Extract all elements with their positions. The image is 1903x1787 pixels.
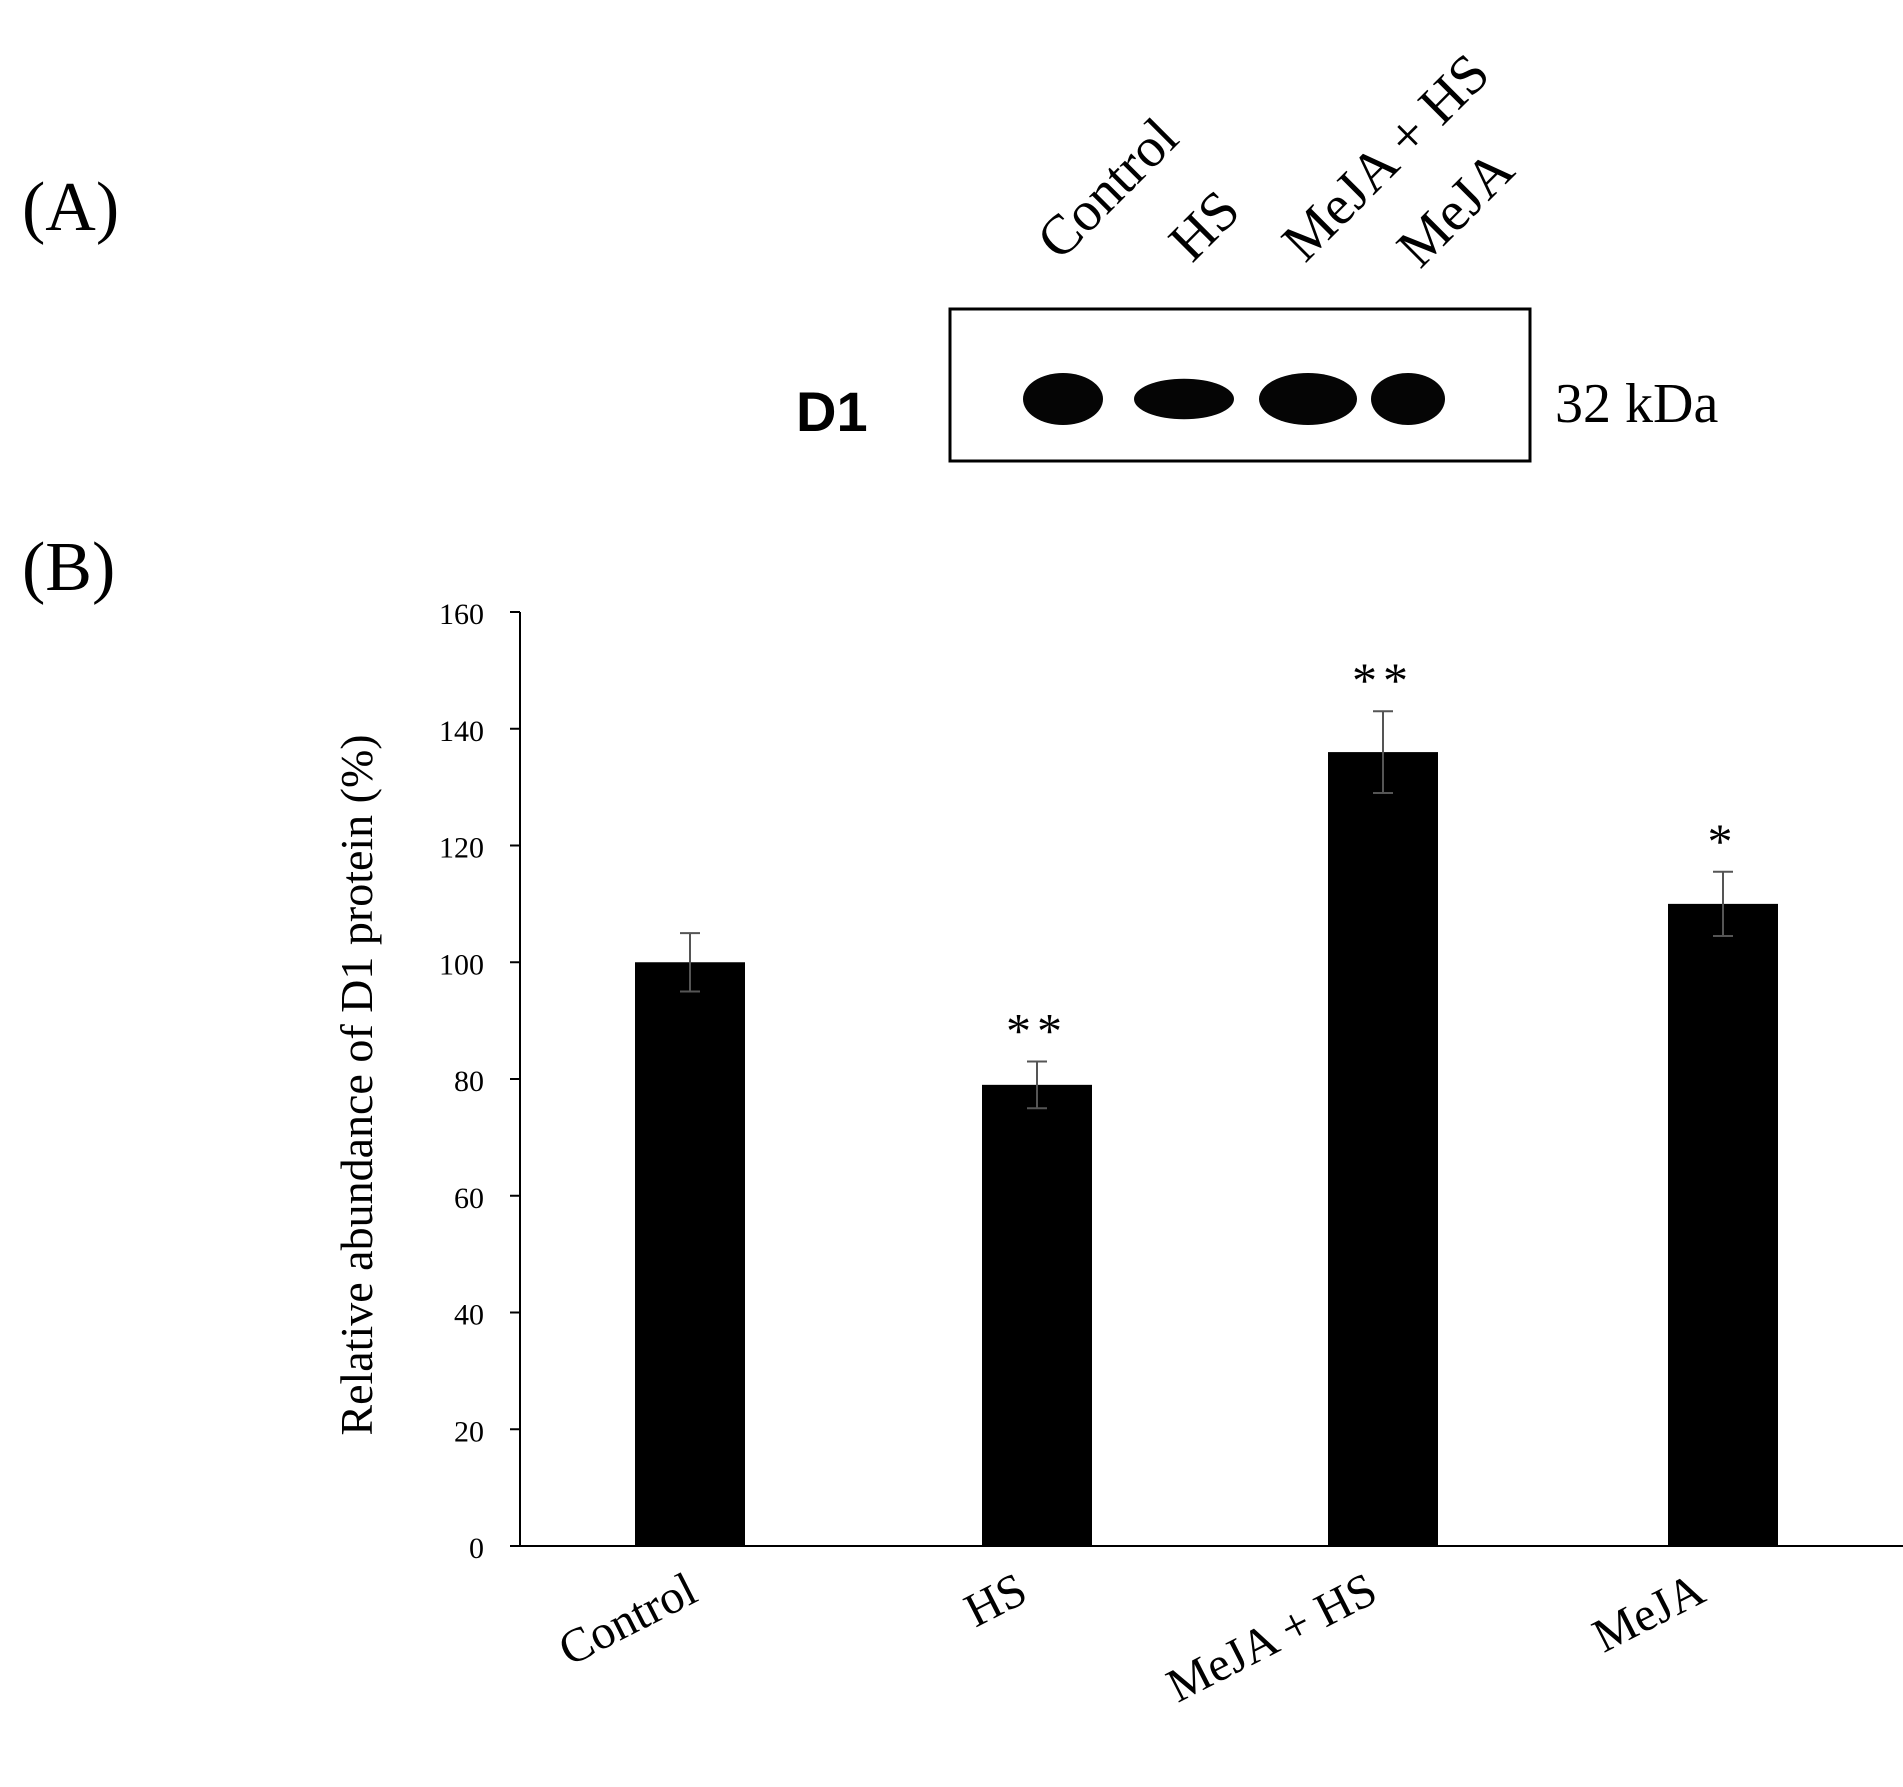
bar bbox=[1668, 903, 1778, 1546]
error-bar bbox=[1713, 870, 1733, 937]
y-tick-label: 80 bbox=[454, 1065, 484, 1098]
y-tick-label: 140 bbox=[439, 715, 484, 748]
panel-a-label: (A) bbox=[22, 169, 119, 246]
bar bbox=[982, 1084, 1092, 1546]
y-tick-label: 0 bbox=[469, 1532, 484, 1565]
x-tick-label: MeJA bbox=[1584, 1562, 1713, 1663]
error-bar bbox=[1373, 710, 1393, 794]
x-tick-label: Control bbox=[550, 1563, 705, 1677]
molecular-weight-label: 32 kDa bbox=[1555, 373, 1718, 435]
y-axis-label: Relative abundance of D1 protein (%) bbox=[331, 734, 382, 1435]
western-blot bbox=[948, 307, 1532, 463]
significance-mark: ** bbox=[1352, 652, 1414, 708]
significance-mark: * bbox=[1708, 813, 1739, 869]
error-bar bbox=[680, 932, 700, 993]
y-tick-label: 160 bbox=[439, 598, 484, 631]
y-tick-label: 120 bbox=[439, 832, 484, 865]
significance-mark: ** bbox=[1006, 1002, 1068, 1058]
lane-label-hs: HS bbox=[1157, 179, 1251, 273]
error-bar bbox=[1027, 1060, 1047, 1110]
lane-labels: Control HS MeJA + HS MeJA bbox=[1025, 42, 1526, 279]
blot-band bbox=[1023, 373, 1103, 425]
panel-b-label: (B) bbox=[22, 529, 115, 606]
lane-label-control: Control bbox=[1025, 106, 1190, 271]
bar bbox=[1328, 752, 1438, 1546]
blot-band bbox=[1259, 373, 1357, 425]
x-tick-label: MeJA + HS bbox=[1159, 1563, 1385, 1713]
y-tick-label: 20 bbox=[454, 1415, 484, 1448]
blot-band bbox=[1371, 373, 1445, 425]
y-tick-label: 40 bbox=[454, 1299, 484, 1332]
protein-label: D1 bbox=[796, 380, 868, 443]
x-tick-label: HS bbox=[956, 1563, 1035, 1638]
blot-band bbox=[1134, 378, 1234, 420]
bar bbox=[635, 962, 745, 1546]
y-tick-label: 100 bbox=[439, 948, 484, 981]
y-tick-label: 60 bbox=[454, 1182, 484, 1215]
